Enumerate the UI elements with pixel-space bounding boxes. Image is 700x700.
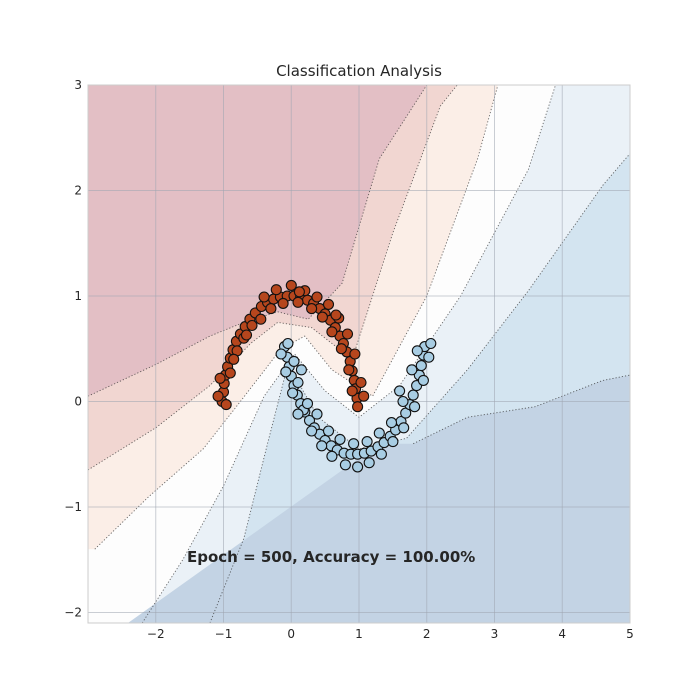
- class-1-point: [411, 345, 423, 357]
- class-1-point: [282, 337, 294, 350]
- class-1-point: [398, 422, 410, 434]
- class-0-point: [258, 291, 270, 303]
- class-0-point: [343, 364, 355, 376]
- y-tick-label: −1: [64, 500, 82, 514]
- class-1-point: [339, 459, 351, 471]
- x-tick-label: 3: [491, 627, 499, 641]
- boundary-level-5: [209, 153, 630, 623]
- x-tick-label: 5: [626, 627, 634, 641]
- class-0-point: [293, 286, 305, 298]
- class-0-point: [355, 376, 367, 389]
- class-1-point: [275, 348, 287, 360]
- data-points: [212, 279, 437, 473]
- class-1-point: [407, 389, 419, 401]
- class-0-point: [322, 298, 335, 310]
- plot-frame: [87, 84, 631, 624]
- class-0-point: [270, 284, 282, 296]
- y-tick-label: 2: [74, 183, 82, 197]
- class-1-point: [363, 457, 375, 469]
- x-tick-label: 2: [423, 627, 431, 641]
- y-tick-label: 3: [74, 78, 82, 92]
- class-0-point: [255, 313, 267, 325]
- class-0-point: [352, 401, 364, 413]
- class-0-point: [306, 303, 318, 315]
- chart-title: Classification Analysis: [276, 62, 442, 80]
- class-0-point: [228, 353, 240, 365]
- class-1-point: [394, 385, 406, 397]
- class-0-point: [346, 385, 358, 397]
- class-0-point: [335, 343, 347, 355]
- y-tick-label: 0: [74, 394, 82, 408]
- class-0-point: [240, 329, 253, 341]
- class-1-point: [292, 376, 304, 389]
- plot-area: [88, 85, 630, 623]
- decision-boundaries: [88, 85, 630, 623]
- y-tick-label: −2: [64, 605, 82, 619]
- boundary-level-4: [141, 85, 556, 623]
- y-tick-label: 1: [74, 289, 82, 303]
- region-level-6: [127, 375, 630, 623]
- class-0-point: [292, 296, 304, 308]
- class-0-point: [341, 328, 354, 340]
- class-1-point: [352, 461, 364, 473]
- x-tick-label: −1: [215, 627, 233, 641]
- class-0-point: [224, 367, 236, 379]
- x-tick-label: −2: [147, 627, 165, 641]
- class-1-point: [334, 433, 346, 445]
- class-1-point: [361, 436, 373, 448]
- boundary-level-1: [88, 85, 428, 397]
- class-1-point: [387, 436, 399, 448]
- epoch-accuracy-annotation: Epoch = 500, Accuracy = 100.00%: [187, 548, 475, 566]
- class-0-point: [277, 297, 289, 309]
- class-0-point: [285, 279, 297, 291]
- class-0-point: [316, 311, 328, 323]
- class-0-point: [311, 291, 323, 303]
- class-0-point: [330, 309, 342, 321]
- class-1-point: [375, 448, 387, 460]
- class-0-point: [265, 303, 277, 315]
- class-1-point: [295, 364, 307, 376]
- class-1-point: [423, 351, 435, 363]
- class-1-point: [316, 440, 328, 452]
- class-0-point: [220, 399, 232, 411]
- class-1-point: [415, 360, 427, 372]
- boundary-level-3: [94, 85, 499, 550]
- x-tick-label: 4: [558, 627, 566, 641]
- class-0-point: [326, 326, 338, 338]
- class-0-point: [358, 390, 370, 402]
- class-1-point: [409, 401, 421, 413]
- class-1-point: [306, 425, 318, 437]
- class-0-point: [214, 372, 226, 384]
- y-axis-ticks: −2 −1 0 1 2 3: [64, 78, 82, 619]
- class-0-point: [212, 390, 224, 402]
- class-1-point: [280, 366, 292, 378]
- class-1-point: [287, 387, 299, 399]
- class-1-point: [326, 450, 338, 462]
- class-0-point: [246, 319, 258, 332]
- class-1-point: [288, 355, 300, 367]
- x-tick-label: 1: [355, 627, 363, 641]
- class-1-point: [417, 374, 429, 386]
- class-1-point: [397, 395, 409, 408]
- class-1-point: [301, 398, 314, 410]
- class-1-point: [348, 438, 360, 450]
- x-tick-label: 0: [287, 627, 295, 641]
- class-1-point: [292, 408, 304, 420]
- class-1-point: [322, 425, 335, 437]
- class-1-point: [311, 408, 323, 420]
- class-1-point: [385, 417, 398, 429]
- class-1-point: [406, 364, 418, 376]
- x-axis-ticks: −2 −1 0 1 2 3 4 5: [147, 627, 634, 641]
- class-0-point: [349, 348, 361, 360]
- boundary-level-6: [413, 374, 630, 445]
- class-1-point: [425, 337, 437, 350]
- class-1-point: [373, 427, 385, 439]
